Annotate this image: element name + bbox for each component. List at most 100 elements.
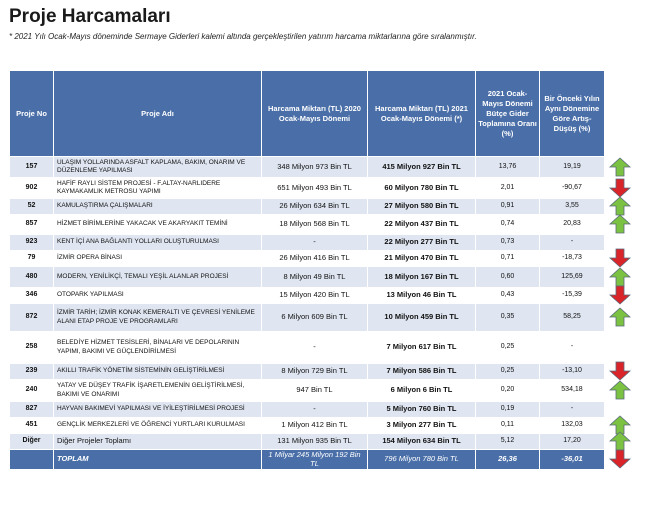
ratio-cell: 0,25 (475, 363, 540, 380)
amount-2020-cell: 8 Milyon 49 Bin TL (261, 266, 368, 288)
amount-2021-cell: 21 Milyon 470 Bin TL (367, 250, 476, 267)
ratio-cell: 0,25 (475, 331, 540, 364)
ratio-cell: 0,35 (475, 303, 540, 332)
project-name-cell: OTOPARK YAPILMASI (53, 287, 262, 304)
project-name-cell: HAFİF RAYLI SİSTEM PROJESİ - F.ALTAY-NAR… (53, 177, 262, 199)
project-name-cell: HAYVAN BAKIMEVİ YAPILMASI VE İYİLEŞTİRİL… (53, 401, 262, 418)
change-cell: - (539, 234, 605, 251)
ratio-cell: 0,60 (475, 266, 540, 288)
amount-2020-cell: 131 Milyon 935 Bin TL (261, 433, 368, 450)
page-subtitle: * 2021 Yılı Ocak-Mayıs döneminde Sermaye… (9, 32, 477, 41)
table-row: 480 MODERN, YENİLİKÇİ, TEMALI YEŞİL ALANL… (9, 266, 605, 288)
green-up-arrow-icon (609, 266, 631, 286)
table-row: 52 KAMULAŞTIRMA ÇALIŞMALARI 26 Milyon 634 … (9, 198, 605, 215)
ratio-cell: 13,76 (475, 156, 540, 178)
ratio-cell: 2,01 (475, 177, 540, 199)
ratio-cell: 0,43 (475, 287, 540, 304)
header-ratio: 2021 Ocak-Mayıs Dönemi Bütçe Gider Topla… (475, 70, 540, 157)
project-no-cell: 902 (9, 177, 54, 199)
amount-2020-cell: 348 Milyon 973 Bin TL (261, 156, 368, 178)
change-cell: 17,20 (539, 433, 605, 450)
amount-2021-cell: 7 Milyon 617 Bin TL (367, 331, 476, 364)
table-row: 451 GENÇLİK MERKEZLERİ VE ÖĞRENCİ YURTLAR… (9, 417, 605, 434)
green-up-arrow-icon (609, 156, 631, 176)
header-amount-2021: Harcama Miktarı (TL) 2021 Ocak-Mayıs Dön… (367, 70, 476, 157)
project-no-cell: 157 (9, 156, 54, 178)
change-cell: 19,19 (539, 156, 605, 178)
amount-2021-cell: 154 Milyon 634 Bin TL (367, 433, 476, 450)
total-change-cell: -36,01 (539, 449, 605, 470)
page-title: Proje Harcamaları (9, 6, 171, 27)
green-up-arrow-icon (609, 380, 631, 400)
project-no-cell: 451 (9, 417, 54, 434)
project-name-cell: KENT İÇİ ANA BAĞLANTI YOLLARI OLUŞTURULM… (53, 234, 262, 251)
project-no-cell: 923 (9, 234, 54, 251)
change-cell: 534,18 (539, 379, 605, 402)
table-row: Diğer Diğer Projeler Toplamı 131 Milyon 93… (9, 433, 605, 450)
amount-2020-cell: 6 Milyon 609 Bin TL (261, 303, 368, 332)
amount-2020-cell: - (261, 234, 368, 251)
ratio-cell: 0,74 (475, 214, 540, 235)
change-cell: 58,25 (539, 303, 605, 332)
project-name-cell: YATAY VE DÜŞEY TRAFİK İŞARETLEMENİN GELİ… (53, 379, 262, 402)
amount-2021-cell: 27 Milyon 580 Bin TL (367, 198, 476, 215)
amount-2021-cell: 13 Milyon 46 Bin TL (367, 287, 476, 304)
red-down-arrow-icon (609, 178, 631, 198)
amount-2020-cell: 947 Bin TL (261, 379, 368, 402)
table-header-row: Proje No Proje Adı Harcama Miktarı (TL) … (9, 70, 605, 157)
table-row: 258 BELEDİYE HİZMET TESİSLERİ, BİNALARI V… (9, 331, 605, 364)
project-no-cell: Diğer (9, 433, 54, 450)
table-row: 239 AKILLI TRAFİK YÖNETİM SİSTEMİNİN GELİ… (9, 363, 605, 380)
project-no-cell: 346 (9, 287, 54, 304)
project-no-cell: 79 (9, 250, 54, 267)
total-amount-2020-cell: 1 Milyar 245 Milyon 192 Bin TL (261, 449, 368, 470)
amount-2021-cell: 22 Milyon 277 Bin TL (367, 234, 476, 251)
project-name-cell: BELEDİYE HİZMET TESİSLERİ, BİNALARI VE D… (53, 331, 262, 364)
header-change: Bir Önceki Yılın Aynı Dönemine Göre Artı… (539, 70, 605, 157)
table-row: 872 İZMİR TARİH; İZMİR KONAK KEMERALTI VE… (9, 303, 605, 332)
amount-2021-cell: 10 Milyon 459 Bin TL (367, 303, 476, 332)
amount-2021-cell: 18 Milyon 167 Bin TL (367, 266, 476, 288)
project-name-cell: Diğer Projeler Toplamı (53, 433, 262, 450)
project-name-cell: GENÇLİK MERKEZLERİ VE ÖĞRENCİ YURTLARI K… (53, 417, 262, 434)
green-up-arrow-icon (609, 431, 631, 451)
table-row: 79 İZMİR OPERA BİNASI 26 Milyon 416 Bin TL… (9, 250, 605, 267)
project-no-cell: 872 (9, 303, 54, 332)
ratio-cell: 5,12 (475, 433, 540, 450)
amount-2021-cell: 60 Milyon 780 Bin TL (367, 177, 476, 199)
change-cell: 20,83 (539, 214, 605, 235)
project-no-cell: 240 (9, 379, 54, 402)
header-project-name: Proje Adı (53, 70, 262, 157)
table-row: 827 HAYVAN BAKIMEVİ YAPILMASI VE İYİLEŞTİ… (9, 401, 605, 418)
change-cell: -90,67 (539, 177, 605, 199)
project-no-cell: 857 (9, 214, 54, 235)
project-name-cell: İZMİR OPERA BİNASI (53, 250, 262, 267)
amount-2020-cell: 8 Milyon 729 Bin TL (261, 363, 368, 380)
table-row: 923 KENT İÇİ ANA BAĞLANTI YOLLARI OLUŞTUR… (9, 234, 605, 251)
project-no-cell: 480 (9, 266, 54, 288)
green-up-arrow-icon (609, 196, 631, 216)
ratio-cell: 0,20 (475, 379, 540, 402)
ratio-cell: 0,11 (475, 417, 540, 434)
red-down-arrow-icon (609, 248, 631, 268)
amount-2020-cell: 18 Milyon 568 Bin TL (261, 214, 368, 235)
table-row: 857 HİZMET BİRİMLERİNE YAKACAK VE AKARYAK… (9, 214, 605, 235)
amount-2020-cell: 1 Milyon 412 Bin TL (261, 417, 368, 434)
ratio-cell: 0,71 (475, 250, 540, 267)
header-amount-2020: Harcama Miktarı (TL) 2020 Ocak-Mayıs Dön… (261, 70, 368, 157)
ratio-cell: 0,91 (475, 198, 540, 215)
table-body: 157 ULAŞIM YOLLARINDA ASFALT KAPLAMA, BAK… (9, 156, 605, 470)
header-project-no: Proje No (9, 70, 54, 157)
project-name-cell: İZMİR TARİH; İZMİR KONAK KEMERALTI VE ÇE… (53, 303, 262, 332)
amount-2020-cell: 651 Milyon 493 Bin TL (261, 177, 368, 199)
amount-2021-cell: 415 Milyon 927 Bin TL (367, 156, 476, 178)
total-row: TOPLAM 1 Milyar 245 Milyon 192 Bin TL 796 … (9, 449, 605, 470)
project-name-cell: KAMULAŞTIRMA ÇALIŞMALARI (53, 198, 262, 215)
red-down-arrow-icon (609, 361, 631, 381)
ratio-cell: 0,73 (475, 234, 540, 251)
change-cell: 125,69 (539, 266, 605, 288)
red-down-arrow-icon (609, 285, 631, 305)
amount-2021-cell: 6 Milyon 6 Bin TL (367, 379, 476, 402)
project-name-cell: ULAŞIM YOLLARINDA ASFALT KAPLAMA, BAKIM,… (53, 156, 262, 178)
project-no-cell: 52 (9, 198, 54, 215)
